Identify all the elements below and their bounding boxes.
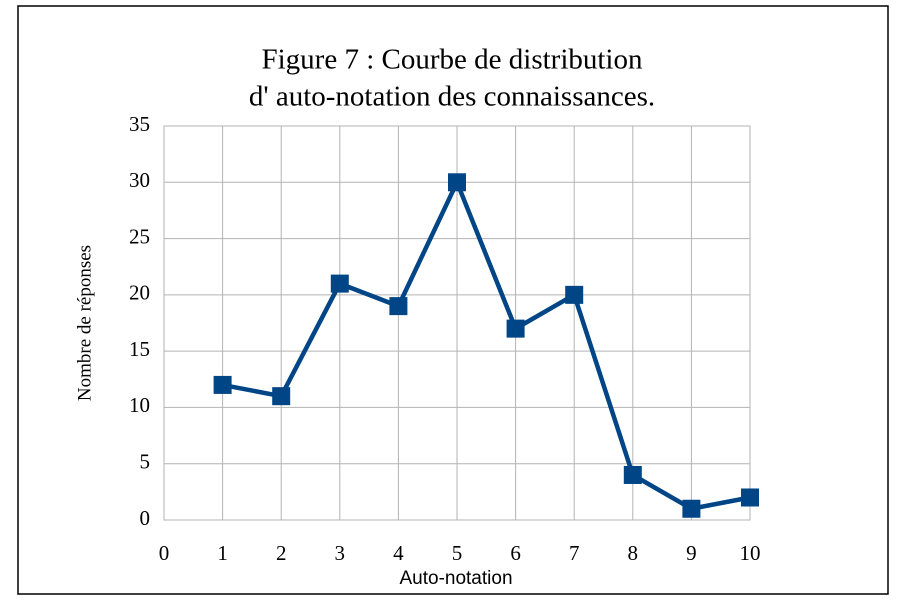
chart-title: Figure 7 : Courbe de distribution: [262, 44, 643, 76]
data-line: [222, 180, 751, 511]
data-point: [506, 319, 525, 338]
x-tick-label: 0: [159, 541, 170, 565]
data-point: [682, 499, 701, 518]
y-tick-label: 5: [140, 450, 151, 474]
x-tick-label: 1: [217, 541, 228, 565]
y-tick-label: 20: [129, 281, 150, 305]
x-tick-label: 7: [569, 541, 580, 565]
x-tick-label: 6: [510, 541, 521, 565]
y-tick-label: 15: [129, 337, 150, 361]
plot-frame: [163, 125, 751, 521]
y-tick-label: 30: [129, 168, 150, 192]
y-tick-label: 10: [129, 393, 150, 417]
x-axis-label: Auto-notation: [399, 568, 512, 589]
y-axis-label: Nombre de réponses: [74, 245, 95, 401]
x-tick-label: 9: [686, 541, 697, 565]
data-point: [565, 285, 584, 304]
x-tick-label: 8: [628, 541, 639, 565]
x-tick-label: 5: [452, 541, 463, 565]
chart-title: d' auto-notation des connaissances.: [249, 81, 655, 113]
x-tick-label: 10: [740, 541, 761, 565]
y-tick-label: 0: [140, 506, 151, 530]
data-point: [213, 375, 232, 394]
data-point: [330, 274, 349, 293]
y-tick-label: 35: [129, 112, 150, 136]
x-tick-label: 3: [335, 541, 346, 565]
data-point: [448, 173, 466, 192]
x-tick-label: 4: [393, 541, 404, 565]
x-tick-label: 2: [276, 541, 287, 565]
data-point: [389, 297, 408, 316]
data-point: [272, 387, 291, 406]
y-tick-label: 25: [129, 224, 150, 248]
data-point: [623, 465, 642, 484]
data-point: [741, 488, 759, 507]
